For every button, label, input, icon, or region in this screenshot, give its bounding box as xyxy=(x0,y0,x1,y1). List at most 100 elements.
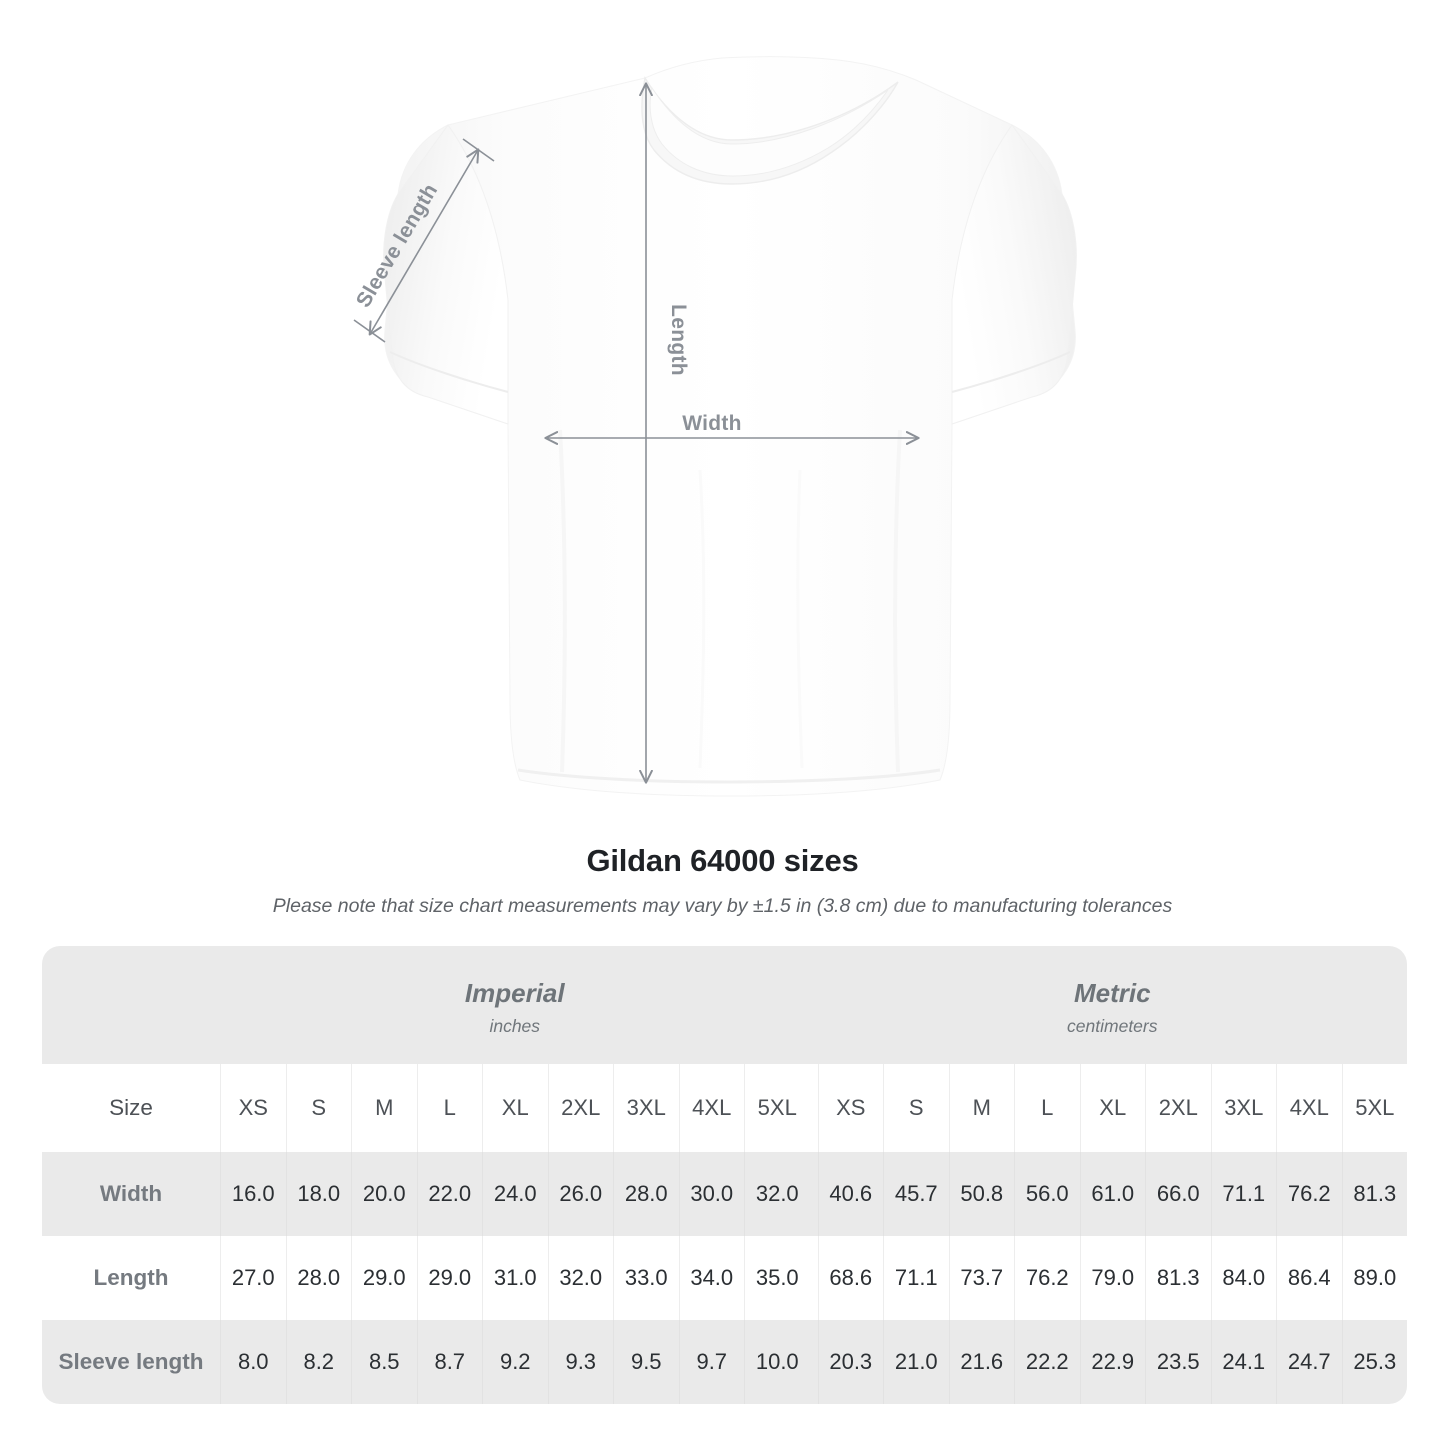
metric-unit-sub: centimeters xyxy=(1067,1015,1158,1036)
imperial-unit-name: Imperial xyxy=(464,978,565,1009)
cell-length-metric-4xl: 86.4 xyxy=(1276,1236,1342,1320)
row-label-width: Width xyxy=(42,1152,220,1236)
cell-width-imperial-3xl: 28.0 xyxy=(613,1152,679,1236)
metric-unit-name: Metric xyxy=(1073,978,1151,1009)
cell-length-metric-s: 71.1 xyxy=(883,1236,949,1320)
cell-length-metric-2xl: 81.3 xyxy=(1145,1236,1211,1320)
size-header-imperial-xl[interactable]: XL xyxy=(482,1064,548,1152)
cell-length-imperial-4xl: 34.0 xyxy=(678,1236,744,1320)
size-header-imperial-s[interactable]: S xyxy=(285,1064,351,1152)
row-label-sleeve-length: Sleeve length xyxy=(42,1320,220,1404)
size-header-imperial-m[interactable]: M xyxy=(351,1064,417,1152)
cell-width-metric-5xl: 81.3 xyxy=(1341,1152,1408,1236)
size-header-metric-5xl[interactable]: 5XL xyxy=(1341,1064,1408,1152)
cell-length-imperial-2xl: 32.0 xyxy=(547,1236,613,1320)
cell-sleeve-length-imperial-s: 8.2 xyxy=(285,1320,351,1404)
cell-length-metric-l: 76.2 xyxy=(1014,1236,1080,1320)
size-header-imperial-xs[interactable]: XS xyxy=(220,1064,286,1152)
cell-length-metric-5xl: 89.0 xyxy=(1341,1236,1408,1320)
imperial-unit-sub: inches xyxy=(489,1015,541,1036)
size-header-metric-xs[interactable]: XS xyxy=(817,1064,884,1152)
tshirt-diagram: Sleeve length Length Width xyxy=(352,56,1077,797)
size-header-metric-4xl[interactable]: 4XL xyxy=(1276,1064,1342,1152)
cell-sleeve-length-metric-l: 22.2 xyxy=(1014,1320,1080,1404)
width-label: Width xyxy=(682,412,742,435)
row-gap xyxy=(809,1320,818,1404)
size-header-imperial-5xl[interactable]: 5XL xyxy=(744,1064,810,1152)
cell-sleeve-length-imperial-2xl: 9.3 xyxy=(547,1320,613,1404)
width-dimension: Width xyxy=(546,412,918,438)
row-gap xyxy=(809,1236,818,1320)
size-header-imperial-2xl[interactable]: 2XL xyxy=(547,1064,613,1152)
cell-length-imperial-3xl: 33.0 xyxy=(613,1236,679,1320)
size-header-row: Size XS S M L XL 2XL 3XL 4XL 5XL XS S M L XL 2XL 3XL 4XL 5… xyxy=(42,1064,1408,1152)
cell-width-metric-2xl: 66.0 xyxy=(1145,1152,1211,1236)
cell-width-imperial-l: 22.0 xyxy=(416,1152,482,1236)
cell-sleeve-length-metric-4xl: 24.7 xyxy=(1276,1320,1342,1404)
cell-length-imperial-m: 29.0 xyxy=(351,1236,417,1320)
cell-width-metric-xs: 40.6 xyxy=(817,1152,884,1236)
metric-unit-header: Metric centimeters xyxy=(817,946,1408,1064)
cell-sleeve-length-metric-s: 21.0 xyxy=(883,1320,949,1404)
cell-width-imperial-xl: 24.0 xyxy=(482,1152,548,1236)
cell-width-imperial-m: 20.0 xyxy=(351,1152,417,1236)
cell-width-metric-xl: 61.0 xyxy=(1079,1152,1146,1236)
cell-length-imperial-xs: 27.0 xyxy=(220,1236,286,1320)
cell-sleeve-length-imperial-l: 8.7 xyxy=(416,1320,482,1404)
size-header-metric-2xl[interactable]: 2XL xyxy=(1145,1064,1211,1152)
size-header-gap xyxy=(809,1064,818,1152)
cell-sleeve-length-metric-5xl: 25.3 xyxy=(1341,1320,1408,1404)
table-row: Sleeve length 8.0 8.2 8.5 8.7 9.2 9.3 9.5 9.7 10.… xyxy=(42,1320,1408,1404)
cell-sleeve-length-imperial-m: 8.5 xyxy=(351,1320,417,1404)
cell-width-imperial-4xl: 30.0 xyxy=(678,1152,744,1236)
cell-length-metric-xs: 68.6 xyxy=(817,1236,884,1320)
length-label: Length xyxy=(667,304,690,376)
cell-sleeve-length-metric-xs: 20.3 xyxy=(817,1320,884,1404)
title-block: Gildan 64000 sizes Please note that size… xyxy=(0,843,1445,918)
page-title: Gildan 64000 sizes xyxy=(586,843,859,878)
unit-banner-gap xyxy=(809,946,818,1064)
cell-width-metric-l: 56.0 xyxy=(1014,1152,1080,1236)
cell-width-imperial-xs: 16.0 xyxy=(220,1152,286,1236)
size-header-imperial-4xl[interactable]: 4XL xyxy=(678,1064,744,1152)
row-label-length: Length xyxy=(42,1236,220,1320)
size-chart-table: Imperial inches Metric centimeters Size XS S M L… xyxy=(42,946,1408,1404)
size-header-metric-xl[interactable]: XL xyxy=(1079,1064,1146,1152)
size-header-label: Size xyxy=(42,1064,220,1152)
cell-length-metric-3xl: 84.0 xyxy=(1210,1236,1277,1320)
cell-width-imperial-5xl: 32.0 xyxy=(744,1152,810,1236)
size-header-metric-s[interactable]: S xyxy=(883,1064,949,1152)
cell-width-metric-4xl: 76.2 xyxy=(1276,1152,1342,1236)
cell-sleeve-length-imperial-4xl: 9.7 xyxy=(678,1320,744,1404)
cell-sleeve-length-metric-2xl: 23.5 xyxy=(1145,1320,1211,1404)
size-header-imperial-l[interactable]: L xyxy=(416,1064,482,1152)
cell-length-metric-m: 73.7 xyxy=(948,1236,1015,1320)
size-header-metric-m[interactable]: M xyxy=(948,1064,1015,1152)
cell-sleeve-length-metric-m: 21.6 xyxy=(948,1320,1015,1404)
cell-sleeve-length-imperial-xs: 8.0 xyxy=(220,1320,286,1404)
size-header-imperial-3xl[interactable]: 3XL xyxy=(613,1064,679,1152)
cell-sleeve-length-imperial-xl: 9.2 xyxy=(482,1320,548,1404)
cell-width-metric-s: 45.7 xyxy=(883,1152,949,1236)
cell-sleeve-length-imperial-5xl: 10.0 xyxy=(744,1320,810,1404)
cell-length-imperial-s: 28.0 xyxy=(285,1236,351,1320)
unit-banner-spacer xyxy=(42,946,220,1064)
size-header-metric-l[interactable]: L xyxy=(1014,1064,1080,1152)
cell-width-metric-m: 50.8 xyxy=(948,1152,1015,1236)
table-row: Length 27.0 28.0 29.0 29.0 31.0 32.0 33.0 34.0 35… xyxy=(42,1236,1408,1320)
cell-sleeve-length-metric-3xl: 24.1 xyxy=(1210,1320,1277,1404)
cell-length-imperial-xl: 31.0 xyxy=(482,1236,548,1320)
cell-sleeve-length-imperial-3xl: 9.5 xyxy=(613,1320,679,1404)
table-row: Width 16.0 18.0 20.0 22.0 24.0 26.0 28.0 30.0 32.… xyxy=(42,1152,1408,1236)
cell-length-metric-xl: 79.0 xyxy=(1079,1236,1146,1320)
cell-length-imperial-l: 29.0 xyxy=(416,1236,482,1320)
tolerance-note: Please note that size chart measurements… xyxy=(272,895,1173,917)
unit-banner-row: Imperial inches Metric centimeters xyxy=(42,946,1408,1064)
size-header-metric-3xl[interactable]: 3XL xyxy=(1210,1064,1277,1152)
cell-sleeve-length-metric-xl: 22.9 xyxy=(1079,1320,1146,1404)
cell-width-imperial-s: 18.0 xyxy=(285,1152,351,1236)
cell-width-imperial-2xl: 26.0 xyxy=(547,1152,613,1236)
cell-width-metric-3xl: 71.1 xyxy=(1210,1152,1277,1236)
cell-length-imperial-5xl: 35.0 xyxy=(744,1236,810,1320)
